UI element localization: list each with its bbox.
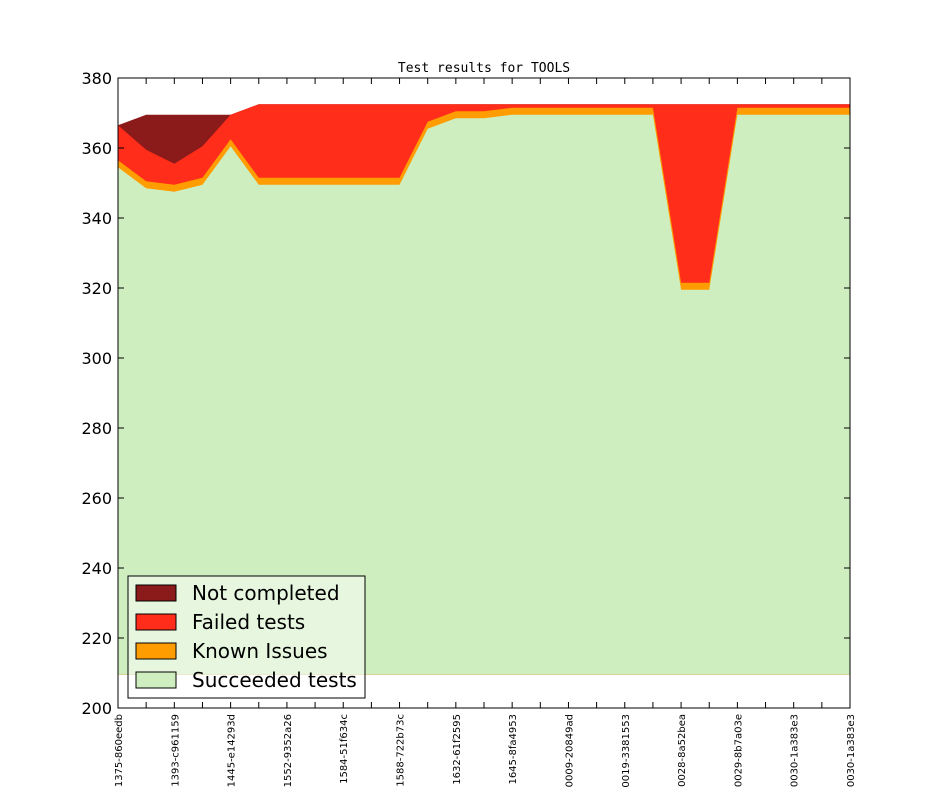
legend-label: Not completed (192, 581, 340, 605)
y-tick-label: 220 (81, 629, 112, 648)
legend-swatch (135, 671, 177, 689)
legend: Not completed Failed tests Known Issues Suc… (127, 575, 366, 699)
x-tick-label: 0029-8b7a03e (733, 714, 744, 787)
y-tick-label: 240 (81, 559, 112, 578)
chart-title: Test results for TOOLS (398, 61, 570, 76)
y-tick-label: 260 (81, 489, 112, 508)
y-tick-label: 340 (81, 209, 112, 228)
plot-frame (117, 77, 851, 709)
x-tick-label: 0030-1a383e3 (790, 714, 801, 787)
axis-ticks: 200 220 240 260 280 300 320 340 360 380 1375-860ee… (81, 69, 857, 787)
legend-label: Failed tests (192, 610, 305, 634)
x-tick-label: 0030-1a383e3 (846, 714, 857, 787)
x-tick-label: 1445-e14293d (227, 714, 238, 787)
y-tick-label: 200 (81, 699, 112, 718)
area-succeeded-tests (118, 114, 850, 675)
plot-areas (118, 104, 850, 675)
x-tick-label: 0019-3381553 (621, 714, 632, 787)
x-tick-label: 0009-20849ad (564, 714, 575, 787)
legend-label: Known Issues (192, 639, 328, 663)
legend-swatch (135, 642, 177, 660)
x-tick-label: 1632-61f2595 (452, 714, 463, 785)
x-tick-label: 1645-8fa4953 (508, 714, 519, 785)
x-tick-label: 1552-9352a26 (283, 714, 294, 787)
y-tick-label: 320 (81, 279, 112, 298)
x-tick-label: 1393-c961159 (170, 714, 181, 787)
y-tick-label: 360 (81, 139, 112, 158)
x-tick-label: 1375-860eedb (114, 714, 125, 787)
x-tick-label: 1584-51f634c (339, 714, 350, 784)
x-tick-label: 1588-722b73c (396, 714, 407, 787)
y-tick-label: 280 (81, 419, 112, 438)
y-tick-label: 300 (81, 349, 112, 368)
legend-label: Succeeded tests (192, 668, 357, 692)
x-tick-label: 0028-8a52bea (677, 714, 688, 787)
legend-swatch (135, 584, 177, 602)
y-tick-label: 380 (81, 69, 112, 88)
legend-swatch (135, 613, 177, 631)
